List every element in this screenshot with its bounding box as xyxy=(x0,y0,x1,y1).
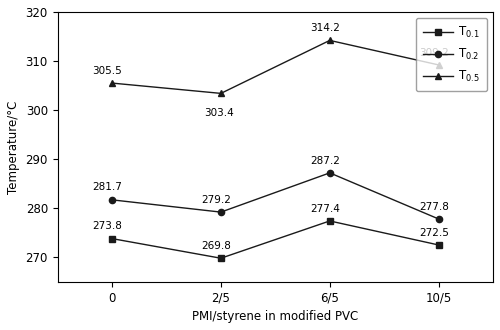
$\mathdefault{T_{0.5}}$ xyxy=(109,81,115,85)
$\mathdefault{T_{0.5}}$ xyxy=(218,91,224,95)
Text: 309.2: 309.2 xyxy=(419,48,449,57)
$\mathdefault{T_{0.5}}$ xyxy=(327,38,333,42)
$\mathdefault{T_{0.1}}$ xyxy=(218,256,224,260)
Line: $\mathdefault{T_{0.5}}$: $\mathdefault{T_{0.5}}$ xyxy=(109,37,442,96)
$\mathdefault{T_{0.1}}$ xyxy=(436,243,442,247)
Text: 277.8: 277.8 xyxy=(419,202,449,212)
Text: 281.7: 281.7 xyxy=(92,182,122,192)
Text: 287.2: 287.2 xyxy=(310,155,340,166)
Line: $\mathdefault{T_{0.2}}$: $\mathdefault{T_{0.2}}$ xyxy=(109,170,442,222)
$\mathdefault{T_{0.2}}$ xyxy=(218,210,224,214)
Text: 272.5: 272.5 xyxy=(419,228,449,238)
Text: 273.8: 273.8 xyxy=(92,221,122,231)
X-axis label: PMI/styrene in modified PVC: PMI/styrene in modified PVC xyxy=(192,310,358,323)
$\mathdefault{T_{0.5}}$ xyxy=(436,63,442,67)
Text: 279.2: 279.2 xyxy=(202,195,231,205)
Text: 269.8: 269.8 xyxy=(202,241,231,251)
Legend: $\mathdefault{T_{0.1}}$, $\mathdefault{T_{0.2}}$, $\mathdefault{T_{0.5}}$: $\mathdefault{T_{0.1}}$, $\mathdefault{T… xyxy=(416,18,487,91)
Text: 314.2: 314.2 xyxy=(310,23,340,33)
Y-axis label: Temperature/°C: Temperature/°C xyxy=(7,100,20,194)
$\mathdefault{T_{0.2}}$ xyxy=(436,217,442,221)
Text: 277.4: 277.4 xyxy=(310,204,340,214)
$\mathdefault{T_{0.1}}$ xyxy=(109,237,115,241)
Line: $\mathdefault{T_{0.1}}$: $\mathdefault{T_{0.1}}$ xyxy=(109,218,442,261)
Text: 303.4: 303.4 xyxy=(204,108,234,118)
$\mathdefault{T_{0.1}}$ xyxy=(327,219,333,223)
Text: 305.5: 305.5 xyxy=(92,66,122,76)
$\mathdefault{T_{0.2}}$ xyxy=(327,171,333,175)
$\mathdefault{T_{0.2}}$ xyxy=(109,198,115,202)
